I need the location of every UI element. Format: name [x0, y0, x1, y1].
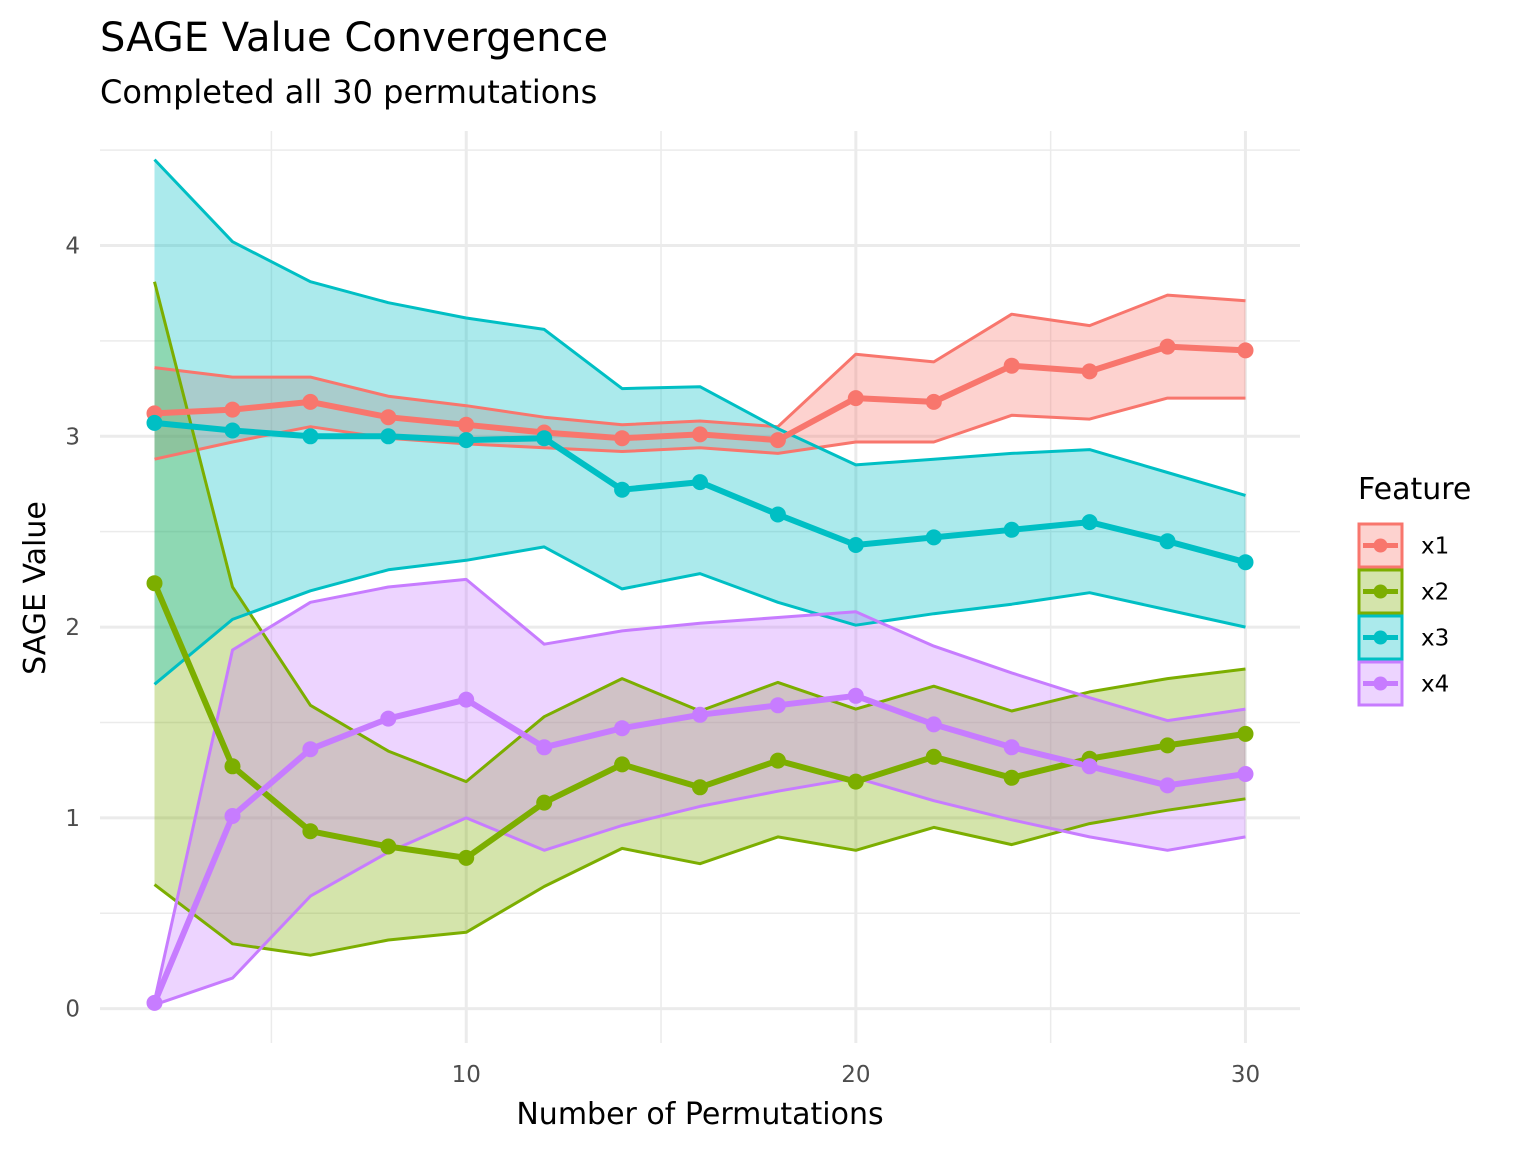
legend-item-x4: x4	[1357, 660, 1449, 707]
point-x4	[925, 716, 942, 733]
point-x1	[847, 390, 864, 407]
legend-key-point-x1	[1373, 538, 1388, 553]
point-x1	[925, 393, 942, 410]
point-x3	[380, 428, 397, 445]
point-x4	[224, 808, 241, 824]
point-x1	[224, 401, 241, 418]
point-x3	[458, 432, 475, 449]
point-x4	[536, 739, 553, 756]
point-x4	[458, 691, 475, 708]
upper-bound-x3	[153, 158, 1246, 497]
point-x4	[146, 994, 163, 1011]
point-x2	[1237, 725, 1254, 742]
point-x2	[458, 849, 475, 866]
point-x4	[1237, 766, 1254, 782]
point-x2	[224, 758, 241, 775]
chart-title: SAGE Value Convergence	[100, 15, 608, 61]
x-tick-label: 10	[452, 1062, 481, 1088]
point-x1	[458, 416, 475, 433]
y-tick-label: 0	[65, 997, 80, 1023]
legend-key-point-x4	[1373, 676, 1388, 691]
legend-item-x3: x3	[1357, 614, 1449, 661]
legend-item-x2: x2	[1357, 568, 1449, 615]
lower-bound-x1	[154, 396, 1246, 461]
legend-label-x3: x3	[1421, 626, 1449, 652]
legend-item-x1: x1	[1357, 522, 1449, 569]
y-axis-title: SAGE Value	[18, 501, 53, 675]
y-tick-label: 3	[65, 424, 80, 450]
point-x1	[1237, 342, 1254, 359]
point-x2	[614, 756, 631, 773]
upper-bound-x4	[153, 577, 1246, 1002]
point-x3	[847, 537, 864, 553]
legend-label-x4: x4	[1421, 672, 1449, 698]
point-x1	[1081, 363, 1098, 380]
point-x4	[1159, 777, 1176, 794]
x-tick-label: 30	[1231, 1062, 1260, 1088]
point-x2	[146, 575, 163, 592]
point-x2	[847, 773, 864, 790]
point-x3	[769, 506, 786, 523]
point-x2	[536, 794, 553, 811]
point-x3	[146, 414, 163, 431]
y-tick-label: 4	[65, 233, 80, 259]
point-x3	[692, 474, 708, 491]
point-x4	[302, 741, 319, 758]
y-axis-ticks: 0 1 2 3 4	[65, 233, 80, 1022]
legend: Feature x1 x2 x3 x4	[1357, 472, 1471, 707]
point-x4	[380, 710, 397, 727]
point-x3	[1159, 533, 1176, 550]
point-x1	[1159, 338, 1176, 355]
band-x2	[154, 281, 1246, 956]
legend-label-x1: x1	[1421, 534, 1449, 560]
upper-bound-x1	[154, 293, 1246, 429]
legend-key-point-x3	[1373, 630, 1388, 645]
point-x3	[925, 529, 942, 546]
point-x1	[692, 426, 708, 443]
legend-label-x2: x2	[1421, 580, 1449, 606]
point-x4	[692, 706, 708, 723]
x-axis-title: Number of Permutations	[516, 1097, 883, 1132]
point-x2	[380, 838, 397, 855]
y-tick-label: 1	[65, 806, 80, 832]
point-x4	[1003, 739, 1020, 756]
series-points	[146, 338, 1254, 1011]
point-x1	[302, 393, 319, 410]
point-x3	[1237, 554, 1254, 571]
point-x2	[925, 748, 942, 765]
point-x3	[302, 428, 319, 445]
point-x4	[614, 720, 631, 737]
point-x3	[614, 481, 631, 498]
point-x1	[769, 432, 786, 449]
point-x4	[769, 697, 786, 714]
x-tick-label: 20	[841, 1062, 870, 1088]
lower-bound-x4	[154, 776, 1246, 1007]
point-x1	[1003, 357, 1020, 374]
legend-title: Feature	[1358, 472, 1471, 507]
point-x2	[1003, 769, 1020, 786]
y-tick-label: 2	[65, 615, 80, 641]
point-x1	[614, 430, 631, 447]
point-x2	[769, 752, 786, 769]
x-axis-ticks: 10 20 30	[452, 1062, 1261, 1088]
point-x3	[1003, 521, 1020, 538]
point-x4	[1081, 758, 1098, 775]
legend-items: x1 x2 x3 x4	[1357, 522, 1449, 707]
point-x2	[692, 779, 708, 796]
point-x1	[380, 409, 397, 426]
chart-subtitle: Completed all 30 permutations	[100, 73, 597, 111]
point-x3	[224, 422, 241, 439]
point-x2	[1159, 737, 1176, 754]
point-x4	[847, 687, 864, 704]
point-x2	[302, 823, 319, 840]
lower-bound-x3	[153, 545, 1246, 686]
legend-key-point-x2	[1373, 584, 1388, 599]
point-x3	[536, 430, 553, 447]
point-x3	[1081, 514, 1098, 531]
